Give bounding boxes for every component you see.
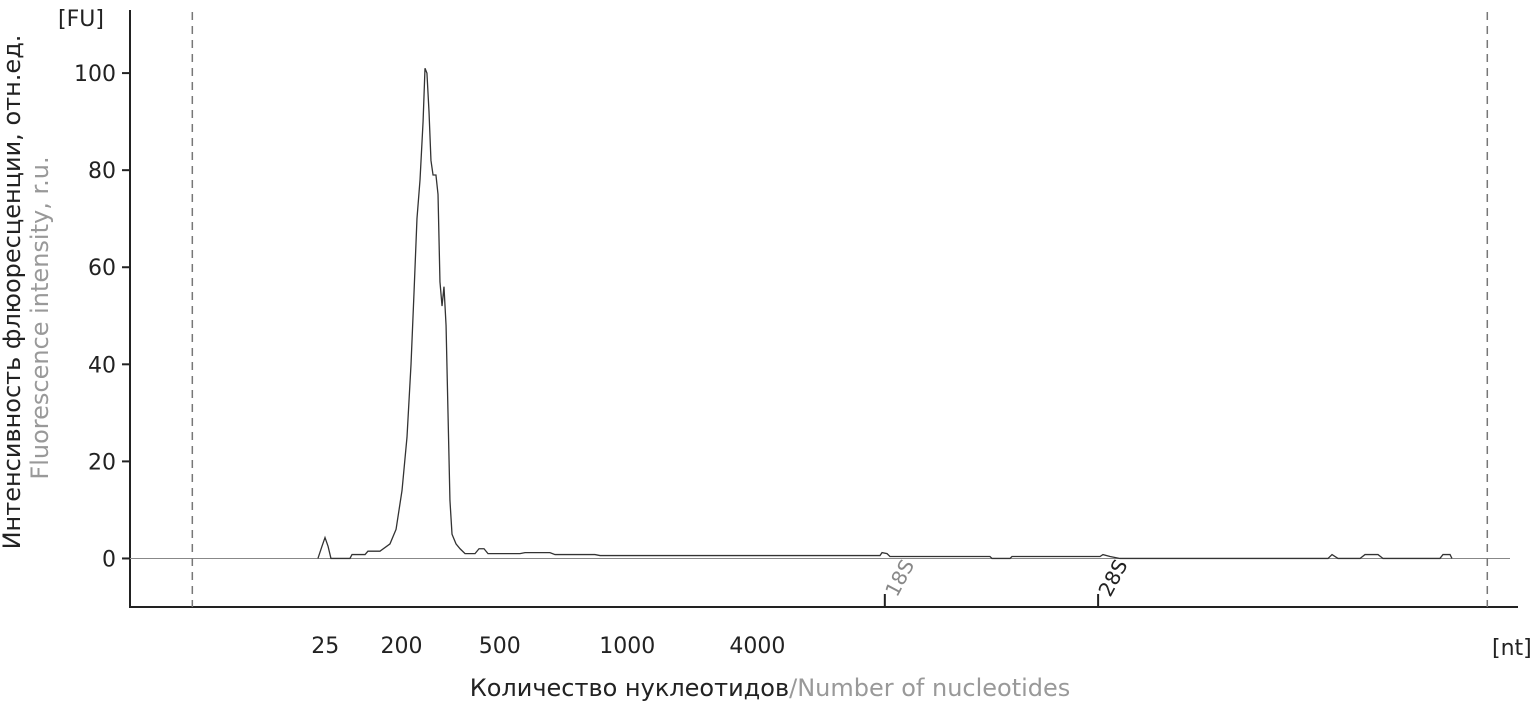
y-tick-label: 60 bbox=[88, 256, 116, 281]
x-title: Количество нуклеотидов/Number of nucleot… bbox=[470, 674, 1071, 701]
x-tick-label: 4000 bbox=[729, 634, 785, 659]
y-tick-label: 20 bbox=[88, 450, 116, 475]
y-tick-label: 0 bbox=[102, 547, 116, 572]
y-unit: [FU] bbox=[58, 7, 104, 32]
x-tick-label: 500 bbox=[479, 634, 521, 659]
marker-label: 18S bbox=[880, 555, 919, 600]
y-tick-label: 80 bbox=[88, 159, 116, 184]
y-tick-label: 100 bbox=[74, 62, 116, 87]
marker-label: 28S bbox=[1093, 555, 1132, 600]
y-tick-label: 40 bbox=[88, 353, 116, 378]
x-title-ru: Количество нуклеотидов bbox=[470, 674, 789, 701]
x-tick-label: 1000 bbox=[599, 634, 655, 659]
y-title-en: Fluorescence intensity, r.u. bbox=[26, 156, 54, 479]
trace bbox=[317, 67, 1453, 560]
x-title-en: /Number of nucleotides bbox=[789, 674, 1070, 701]
x-tick-label: 200 bbox=[380, 634, 422, 659]
x-unit: [nt] bbox=[1492, 636, 1532, 661]
x-tick-label: 25 bbox=[311, 634, 339, 659]
y-title: Интенсивность флюоресценции, отн.ед. bbox=[0, 35, 26, 550]
